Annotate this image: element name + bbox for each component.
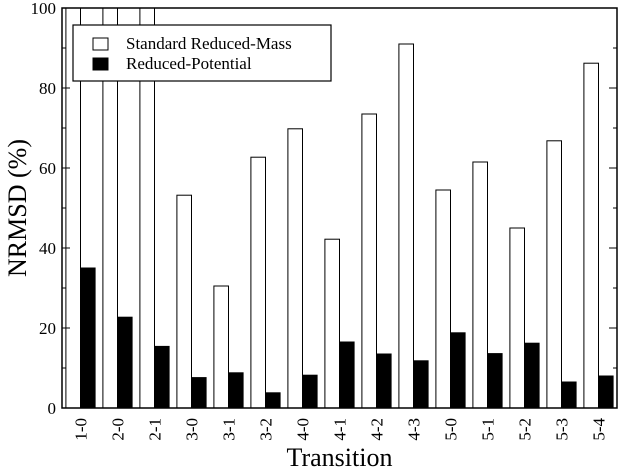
- bar-reduced-potential-5-3: [561, 381, 577, 409]
- x-tick-label: 4-2: [368, 418, 387, 441]
- legend-label-standard-reduced-mass: Standard Reduced-Mass: [126, 34, 292, 53]
- x-tick-label: 5-2: [516, 418, 535, 441]
- x-tick-label: 3-0: [183, 418, 202, 441]
- y-tick-label: 80: [39, 79, 56, 98]
- bar-standard-reduced-mass-3-1: [213, 285, 229, 409]
- x-tick-label: 5-0: [442, 418, 461, 441]
- x-tick-label: 1-0: [72, 418, 91, 441]
- bars-layer: [65, 7, 614, 409]
- x-tick-label: 4-0: [294, 418, 313, 441]
- x-tick-label: 4-1: [331, 418, 350, 441]
- x-tick-label: 3-2: [257, 418, 276, 441]
- bar-standard-reduced-mass-3-2: [250, 156, 266, 409]
- bar-standard-reduced-mass-5-0: [435, 189, 451, 409]
- x-axis-label: Transition: [287, 443, 393, 472]
- bar-reduced-potential-2-1: [154, 345, 170, 409]
- bar-standard-reduced-mass-3-0: [176, 194, 192, 409]
- bar-reduced-potential-4-3: [413, 360, 429, 409]
- y-tick-label: 100: [31, 0, 57, 18]
- y-tick-label: 60: [39, 159, 56, 178]
- x-tick-label: 3-1: [220, 418, 239, 441]
- bar-standard-reduced-mass-4-3: [398, 43, 414, 409]
- bar-standard-reduced-mass-4-0: [287, 128, 303, 409]
- y-tick-label: 20: [39, 319, 56, 338]
- bar-reduced-potential-5-1: [487, 353, 503, 409]
- bar-reduced-potential-5-4: [598, 375, 614, 409]
- bar-reduced-potential-3-1: [228, 372, 244, 409]
- x-tick-label: 2-1: [146, 418, 165, 441]
- legend-swatch-reduced-potential: [92, 57, 109, 71]
- legend-swatch-standard-reduced-mass: [92, 37, 109, 51]
- bar-reduced-potential-4-2: [376, 353, 392, 409]
- bar-standard-reduced-mass-5-2: [509, 227, 525, 409]
- legend: Standard Reduced-Mass Reduced-Potential: [72, 24, 332, 82]
- x-tick-label: 4-3: [405, 418, 424, 441]
- y-tick-label: 40: [39, 239, 56, 258]
- ticks-layer: 1-0 2-0 2-1 3-0 3-1 3-2 4-0 4-1 4-2 4-3 5-0 5-1 5-2 5…: [31, 0, 617, 441]
- legend-label-reduced-potential: Reduced-Potential: [126, 54, 252, 73]
- x-tick-label: 2-0: [109, 418, 128, 441]
- bar-standard-reduced-mass-4-2: [361, 113, 377, 409]
- bar-reduced-potential-3-0: [191, 377, 207, 409]
- bar-standard-reduced-mass-5-4: [583, 62, 600, 409]
- bar-standard-reduced-mass-5-1: [472, 161, 488, 409]
- bar-reduced-potential-4-1: [339, 341, 355, 409]
- legend-box: [72, 24, 332, 82]
- bar-reduced-potential-3-2: [265, 392, 281, 409]
- bar-reduced-potential-5-2: [524, 342, 540, 409]
- y-axis-label: NRMSD (%): [3, 139, 32, 277]
- y-tick-label: 0: [48, 399, 57, 418]
- bar-reduced-potential-4-0: [302, 374, 318, 409]
- bar-reduced-potential-1-0: [80, 267, 96, 409]
- bar-standard-reduced-mass-4-1: [324, 238, 340, 409]
- x-tick-label: 5-4: [590, 418, 609, 441]
- x-tick-label: 5-1: [479, 418, 498, 441]
- x-tick-label: 5-3: [553, 418, 572, 441]
- bar-reduced-potential-2-0: [117, 316, 133, 409]
- bar-standard-reduced-mass-5-3: [546, 140, 563, 409]
- bar-reduced-potential-5-0: [450, 332, 466, 409]
